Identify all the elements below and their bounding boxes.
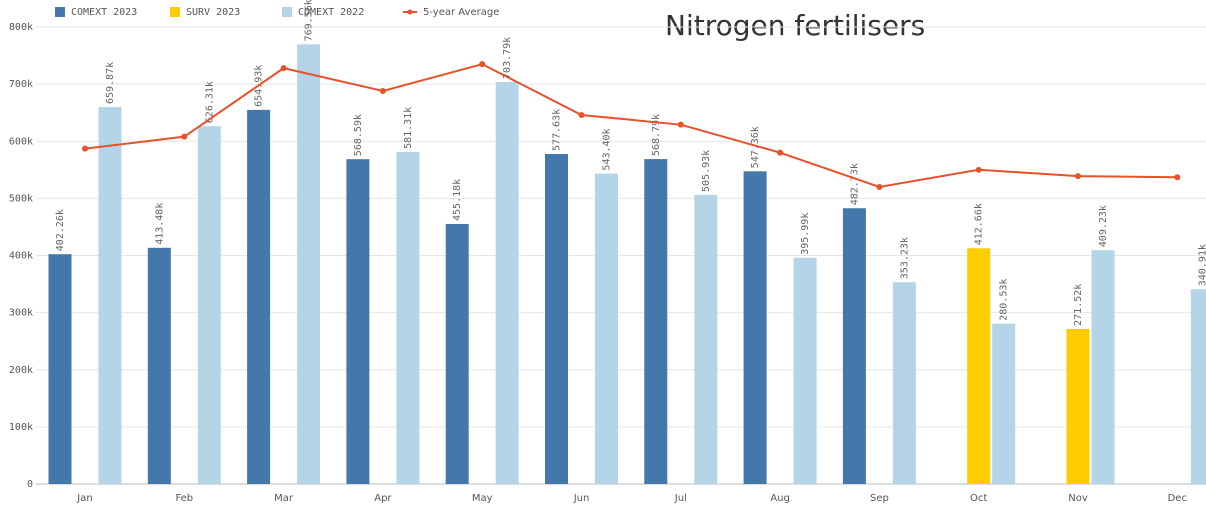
y-tick-label: 400k	[9, 251, 33, 262]
value-label: 395.99k	[800, 213, 811, 255]
bar	[147, 247, 171, 484]
point	[975, 166, 982, 173]
point	[82, 145, 88, 152]
y-tick-label: 300k	[9, 308, 33, 319]
legend-swatch	[282, 7, 292, 17]
line	[84, 63, 1178, 188]
bar	[297, 44, 321, 484]
x-tick-label: Oct	[970, 493, 987, 504]
value-label: 412.66k	[974, 203, 985, 245]
value-label: 568.59k	[353, 114, 364, 156]
bar	[197, 126, 221, 485]
x-tick-label: Apr	[374, 493, 392, 504]
bar	[992, 323, 1016, 484]
bar	[595, 173, 618, 484]
x-tick-label: Jan	[76, 493, 92, 504]
legend-swatch	[55, 7, 65, 17]
bar	[545, 154, 568, 484]
value-label: 547.36k	[750, 126, 761, 168]
y-tick-label: 600k	[9, 136, 33, 147]
x-tick-label: Jun	[573, 493, 590, 504]
bar	[694, 194, 718, 484]
value-label: 577.63k	[552, 109, 563, 151]
value-label: 543.40k	[602, 128, 613, 170]
value-label: 659.87k	[105, 62, 116, 104]
legend-label: SURV 2023	[186, 7, 240, 18]
value-label: 626.31k	[204, 81, 215, 123]
bar	[842, 208, 866, 485]
value-label: 568.79k	[651, 114, 662, 156]
legend-label: COMEXT 2023	[71, 7, 137, 18]
x-tick-label: Sep	[870, 493, 889, 504]
point	[578, 111, 585, 118]
value-label: 413.48k	[154, 203, 165, 245]
bar	[48, 254, 72, 484]
bar	[743, 171, 767, 484]
y-tick-label: 200k	[9, 365, 33, 376]
x-tick-label: Aug	[770, 493, 790, 504]
y-tick-label: 800k	[9, 22, 33, 33]
point	[479, 61, 486, 68]
point	[876, 183, 883, 190]
legend-marker	[407, 9, 413, 15]
point	[777, 149, 784, 156]
point	[677, 121, 684, 128]
value-label: 271.52k	[1073, 284, 1084, 326]
bar	[495, 81, 519, 484]
bar	[396, 151, 420, 484]
legend-swatch	[170, 7, 180, 17]
value-label: 482.73k	[849, 163, 860, 205]
point	[1174, 174, 1181, 181]
x-tick-label: Jul	[674, 493, 687, 504]
point	[280, 65, 287, 72]
point	[379, 87, 386, 94]
value-label: 455.18k	[452, 179, 463, 221]
y-tick-label: 0	[27, 479, 33, 490]
y-tick-label: 500k	[9, 193, 33, 204]
x-tick-label: Nov	[1068, 493, 1088, 504]
bar	[967, 248, 991, 484]
bar	[793, 257, 817, 484]
bar	[247, 109, 271, 484]
value-label: 769.56k	[304, 0, 315, 41]
y-tick-label: 100k	[9, 422, 33, 433]
x-tick-label: Mar	[274, 493, 294, 504]
value-label: 581.31k	[403, 107, 414, 149]
chart-title: Nitrogen fertilisers	[665, 9, 925, 42]
value-label: 409.23k	[1098, 205, 1109, 247]
legend-label: COMEXT 2022	[298, 7, 364, 18]
point	[181, 133, 188, 140]
x-tick-label: Feb	[175, 493, 193, 504]
value-label: 402.26k	[55, 209, 66, 251]
value-label: 505.93k	[701, 150, 712, 192]
legend-label: 5-year Average	[423, 7, 499, 18]
value-label: 280.53k	[999, 279, 1010, 321]
bar	[644, 159, 668, 484]
y-tick-label: 700k	[9, 79, 33, 90]
bar	[346, 159, 370, 484]
bar	[1091, 250, 1115, 484]
bar	[98, 107, 122, 485]
value-label: 353.23k	[899, 237, 910, 279]
x-tick-label: May	[472, 493, 493, 504]
bar	[1066, 328, 1090, 484]
value-label: 340.91k	[1197, 244, 1206, 286]
x-tick-label: Dec	[1168, 493, 1187, 504]
point	[1075, 173, 1081, 180]
bar	[445, 223, 469, 484]
bar	[1190, 289, 1206, 484]
bar	[892, 282, 916, 484]
value-label: 703.79k	[502, 37, 513, 79]
